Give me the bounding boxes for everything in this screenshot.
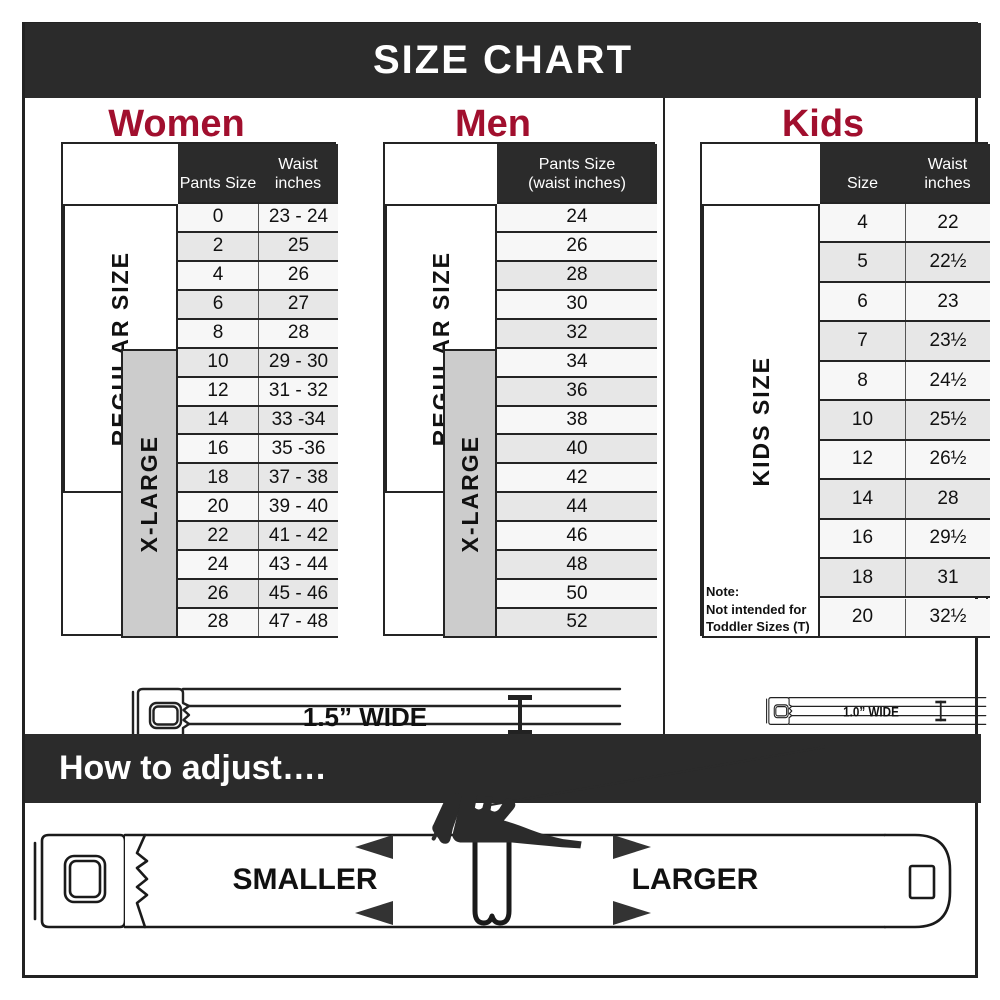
svg-text:LARGER: LARGER [632, 863, 759, 896]
svg-text:1.5” WIDE: 1.5” WIDE [303, 702, 427, 732]
svg-text:1.0” WIDE: 1.0” WIDE [843, 705, 899, 720]
svg-text:SMALLER: SMALLER [233, 863, 378, 896]
